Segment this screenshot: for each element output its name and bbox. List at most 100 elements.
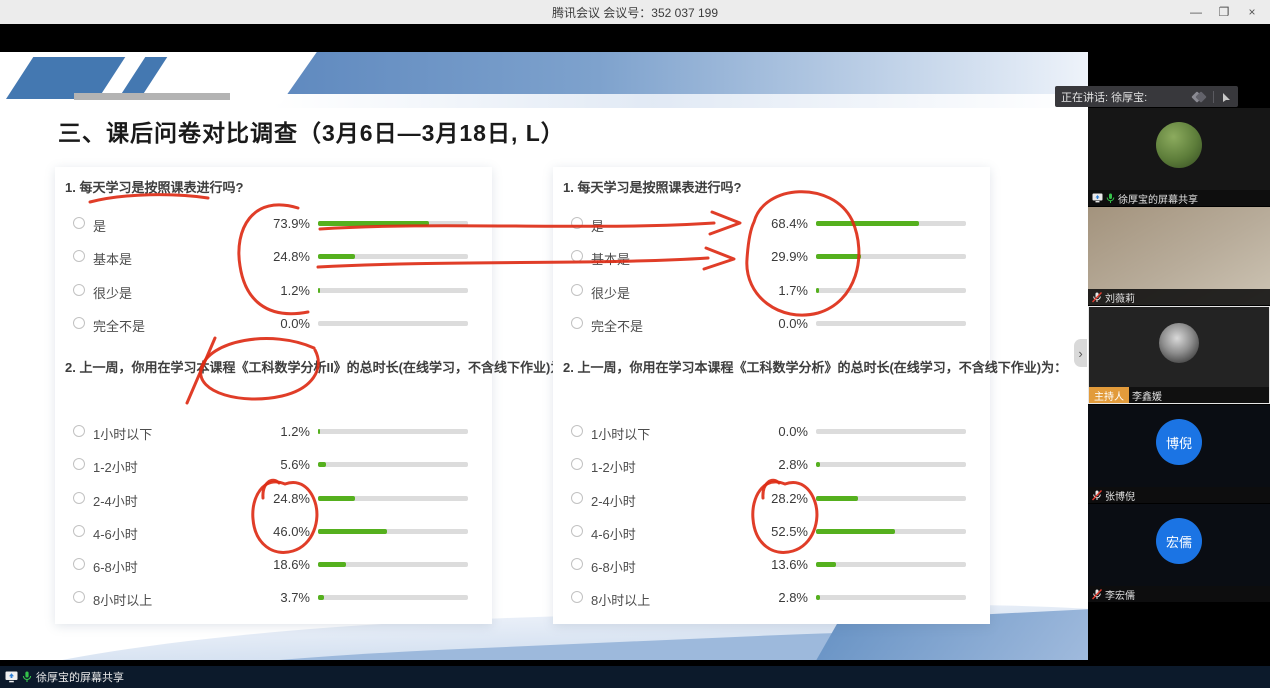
bar-track (816, 529, 966, 534)
avatar (1156, 122, 1202, 169)
participant-name: 张博倪 (1105, 491, 1135, 503)
bar-track (816, 595, 966, 600)
radio-button[interactable] (73, 284, 85, 296)
survey-option-row: 完全不是 0.0% (55, 314, 492, 334)
option-label: 2-4小时 (93, 494, 138, 509)
survey-option-row: 2-4小时 28.2% (553, 489, 990, 509)
radio-button[interactable] (571, 591, 583, 603)
radio-button[interactable] (571, 217, 583, 229)
option-percent: 68.4% (771, 216, 808, 231)
radio-button[interactable] (73, 250, 85, 262)
survey-panel-left: 1. 每天学习是按照课表进行吗? 是 73.9% 基本是 24.8% 很少是 (55, 167, 576, 624)
option-label: 基本是 (93, 252, 133, 267)
bar-track (816, 221, 966, 226)
radio-button[interactable] (571, 525, 583, 537)
close-button[interactable]: × (1248, 5, 1256, 19)
bar-track (318, 496, 468, 501)
radio-button[interactable] (571, 458, 583, 470)
bar-fill (816, 496, 859, 501)
survey-option-row: 完全不是 0.0% (553, 314, 990, 334)
bar-track (318, 254, 468, 259)
survey-option-row: 1小时以下 0.0% (553, 422, 990, 442)
radio-button[interactable] (73, 558, 85, 570)
option-label: 8小时以上 (591, 593, 651, 608)
radio-button[interactable] (571, 250, 583, 262)
radio-button[interactable] (73, 317, 85, 329)
radio-button[interactable] (571, 317, 583, 329)
option-label: 1-2小时 (93, 460, 138, 475)
video-tile[interactable]: 宏儒 李宏儒 (1088, 504, 1270, 602)
option-percent: 0.0% (280, 316, 310, 331)
option-percent: 52.5% (771, 524, 808, 539)
option-percent: 2.8% (778, 590, 808, 605)
tile-label-bar: 主持人 李鑫媛 (1089, 387, 1269, 403)
radio-button[interactable] (73, 492, 85, 504)
radio-button[interactable] (571, 284, 583, 296)
option-label: 1-2小时 (591, 460, 636, 475)
radio-button[interactable] (571, 558, 583, 570)
bar-track (318, 562, 468, 567)
sidebar-collapse-handle[interactable]: › (1074, 339, 1087, 367)
bar-track (816, 462, 966, 467)
survey-option-row: 很少是 1.2% (55, 281, 492, 301)
participant-name: 李鑫媛 (1132, 391, 1162, 403)
survey-option-row: 1-2小时 5.6% (55, 455, 492, 475)
option-label: 基本是 (591, 252, 631, 267)
radio-button[interactable] (73, 425, 85, 437)
participant-name: 徐厚宝的屏幕共享 (1118, 194, 1198, 206)
speaking-label: 正在讲话: 徐厚宝: (1061, 91, 1148, 104)
option-label: 2-4小时 (591, 494, 636, 509)
radio-button[interactable] (571, 492, 583, 504)
radio-button[interactable] (571, 425, 583, 437)
cursor-pointer-icon[interactable] (1220, 91, 1232, 103)
question-title: 2. 上一周，你用在学习本课程《工科数学分析II》的总时长(在线学习，不含线下作… (65, 360, 577, 375)
option-label: 6-8小时 (591, 560, 636, 575)
chevron-right-icon: › (1078, 345, 1083, 361)
video-tile[interactable]: 主持人 李鑫媛 (1088, 306, 1270, 404)
bar-fill (816, 595, 821, 600)
radio-button[interactable] (73, 525, 85, 537)
participant-sidebar: 徐厚宝的屏幕共享 刘薇莉 主持人 李鑫媛 博倪 (1088, 108, 1270, 688)
video-tile[interactable]: 博倪 张博倪 (1088, 405, 1270, 503)
question-title: 1. 每天学习是按照课表进行吗? (65, 180, 244, 195)
option-percent: 18.6% (273, 557, 310, 572)
restore-button[interactable]: ❐ (1218, 5, 1230, 19)
host-badge: 主持人 (1089, 387, 1129, 403)
bar-fill (816, 254, 861, 259)
video-tile[interactable]: 刘薇莉 (1088, 207, 1270, 305)
survey-option-row: 是 73.9% (55, 214, 492, 234)
window-title: 腾讯会议 会议号：352 037 199 (551, 5, 719, 20)
window-titlebar: 腾讯会议 会议号：352 037 199 — ❐ × (0, 0, 1270, 24)
screen-share-icon (5, 671, 18, 683)
option-label: 8小时以上 (93, 593, 153, 608)
tile-label-bar: 刘薇莉 (1088, 289, 1270, 305)
survey-option-row: 1小时以下 1.2% (55, 422, 492, 442)
option-percent: 3.7% (280, 590, 310, 605)
minimize-button[interactable]: — (1190, 5, 1202, 19)
screen-share-stage: 三、课后问卷对比调查（3月6日—3月18日, L） 1. 每天学习是按照课表进行… (0, 24, 1270, 688)
video-tile[interactable]: 徐厚宝的屏幕共享 (1088, 108, 1270, 206)
bar-fill (318, 496, 356, 501)
slide-logo-underbar (74, 93, 230, 100)
bar-fill (318, 429, 320, 434)
option-percent: 24.8% (273, 491, 310, 506)
option-label: 1小时以下 (591, 427, 651, 442)
option-percent: 29.9% (771, 249, 808, 264)
option-percent: 1.2% (280, 283, 310, 298)
radio-button[interactable] (73, 458, 85, 470)
survey-option-row: 基本是 29.9% (553, 247, 990, 267)
option-percent: 28.2% (771, 491, 808, 506)
radio-button[interactable] (73, 217, 85, 229)
survey-option-row: 8小时以上 2.8% (553, 588, 990, 608)
survey-option-row: 是 68.4% (553, 214, 990, 234)
option-percent: 13.6% (771, 557, 808, 572)
bar-fill (318, 254, 356, 259)
survey-option-row: 6-8小时 18.6% (55, 555, 492, 575)
screen-share-status-label: 徐厚宝的屏幕共享 (36, 672, 124, 684)
participant-name: 李宏儒 (1105, 590, 1135, 602)
survey-option-row: 基本是 24.8% (55, 247, 492, 267)
mic-off-icon (1092, 291, 1102, 302)
option-label: 是 (591, 219, 605, 234)
bar-track (816, 562, 966, 567)
radio-button[interactable] (73, 591, 85, 603)
